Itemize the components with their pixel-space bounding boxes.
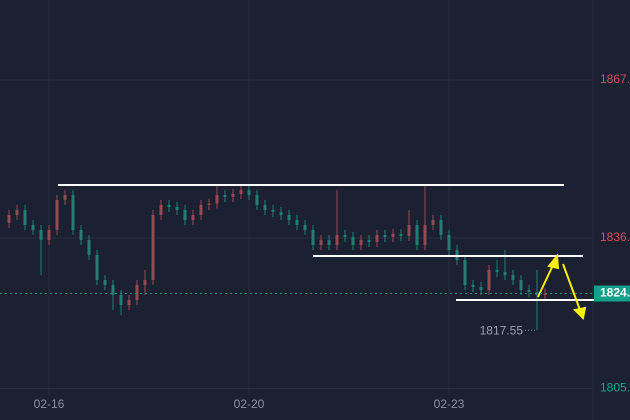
candle-body [527,290,531,292]
candle-body [15,210,19,215]
candle-body [183,210,187,220]
y-tick-label: 1836. [600,230,630,244]
candle-body [87,240,91,255]
candle-body [231,194,235,197]
candle-body [79,230,83,240]
candle-body [415,225,419,245]
candle-body [391,234,395,237]
candle-body [311,230,315,245]
candle-body [471,285,475,287]
candle-body [143,280,147,285]
candle-body [271,210,275,212]
candle-body [463,260,467,285]
candle-body [367,240,371,242]
candle-body [343,235,347,237]
arrows [537,253,587,321]
candle-body [247,190,251,195]
candle-body [31,225,35,230]
candle-body [199,205,203,215]
overlay: 1867. 1836. 1805. 02-16 02-20 02-23 1824. 1817.… [0,72,630,411]
x-tick-label: 02-16 [34,397,65,411]
candle-body [111,285,115,295]
candle-body [495,270,499,272]
candle-body [215,195,219,204]
candle-body [319,240,323,245]
candle-body [479,287,483,290]
y-tick-label: 1867. [600,72,630,86]
candle-body [295,220,299,225]
candle-body [207,203,211,205]
arrow-head [572,306,587,321]
candle-body [407,225,411,236]
candle-body [263,205,267,210]
candle-body [151,215,155,280]
last-price-label: 1824. [600,286,630,300]
candle-body [175,207,179,210]
candle-body [255,195,259,205]
candle-body [519,280,523,290]
candle-body [351,237,355,245]
candle-body [39,230,43,240]
candle-body [431,220,435,225]
candles [7,185,547,331]
min-label: 1817.55 [480,323,524,337]
candle-body [279,212,283,215]
candle-body [119,295,123,305]
last-price-box [594,285,630,302]
arrow-down [562,263,581,311]
candle-body [423,225,427,245]
arrow-head [547,253,560,270]
candle-body [135,285,139,300]
candle-body [487,270,491,290]
candle-body [7,215,11,223]
candle-body [287,215,291,220]
candle-body [127,300,131,305]
x-tick-label: 02-23 [434,397,465,411]
candle-body [335,235,339,245]
candle-body [543,293,547,295]
candle-body [47,230,51,240]
candle-body [63,195,67,200]
candle-body [327,240,331,245]
candle-body [439,220,443,235]
candle-body [303,225,307,230]
candle-body [159,205,163,215]
candle-body [95,255,99,280]
candle-body [503,272,507,275]
candle-body [223,195,227,197]
candle-body [167,205,171,207]
y-tick-label: 1805. [600,381,630,395]
candle-body [399,234,403,236]
candle-body [511,275,515,280]
candle-body [239,190,243,194]
candle-body [383,235,387,237]
arrow-up [537,262,555,298]
x-tick-label: 02-20 [234,397,265,411]
candle-body [375,235,379,242]
candle-body [71,195,75,230]
candle-body [23,210,27,225]
candle-body [191,215,195,220]
candle-body [447,235,451,250]
candle-body [55,200,59,230]
candle-body [359,240,363,245]
candle-body [103,280,107,285]
